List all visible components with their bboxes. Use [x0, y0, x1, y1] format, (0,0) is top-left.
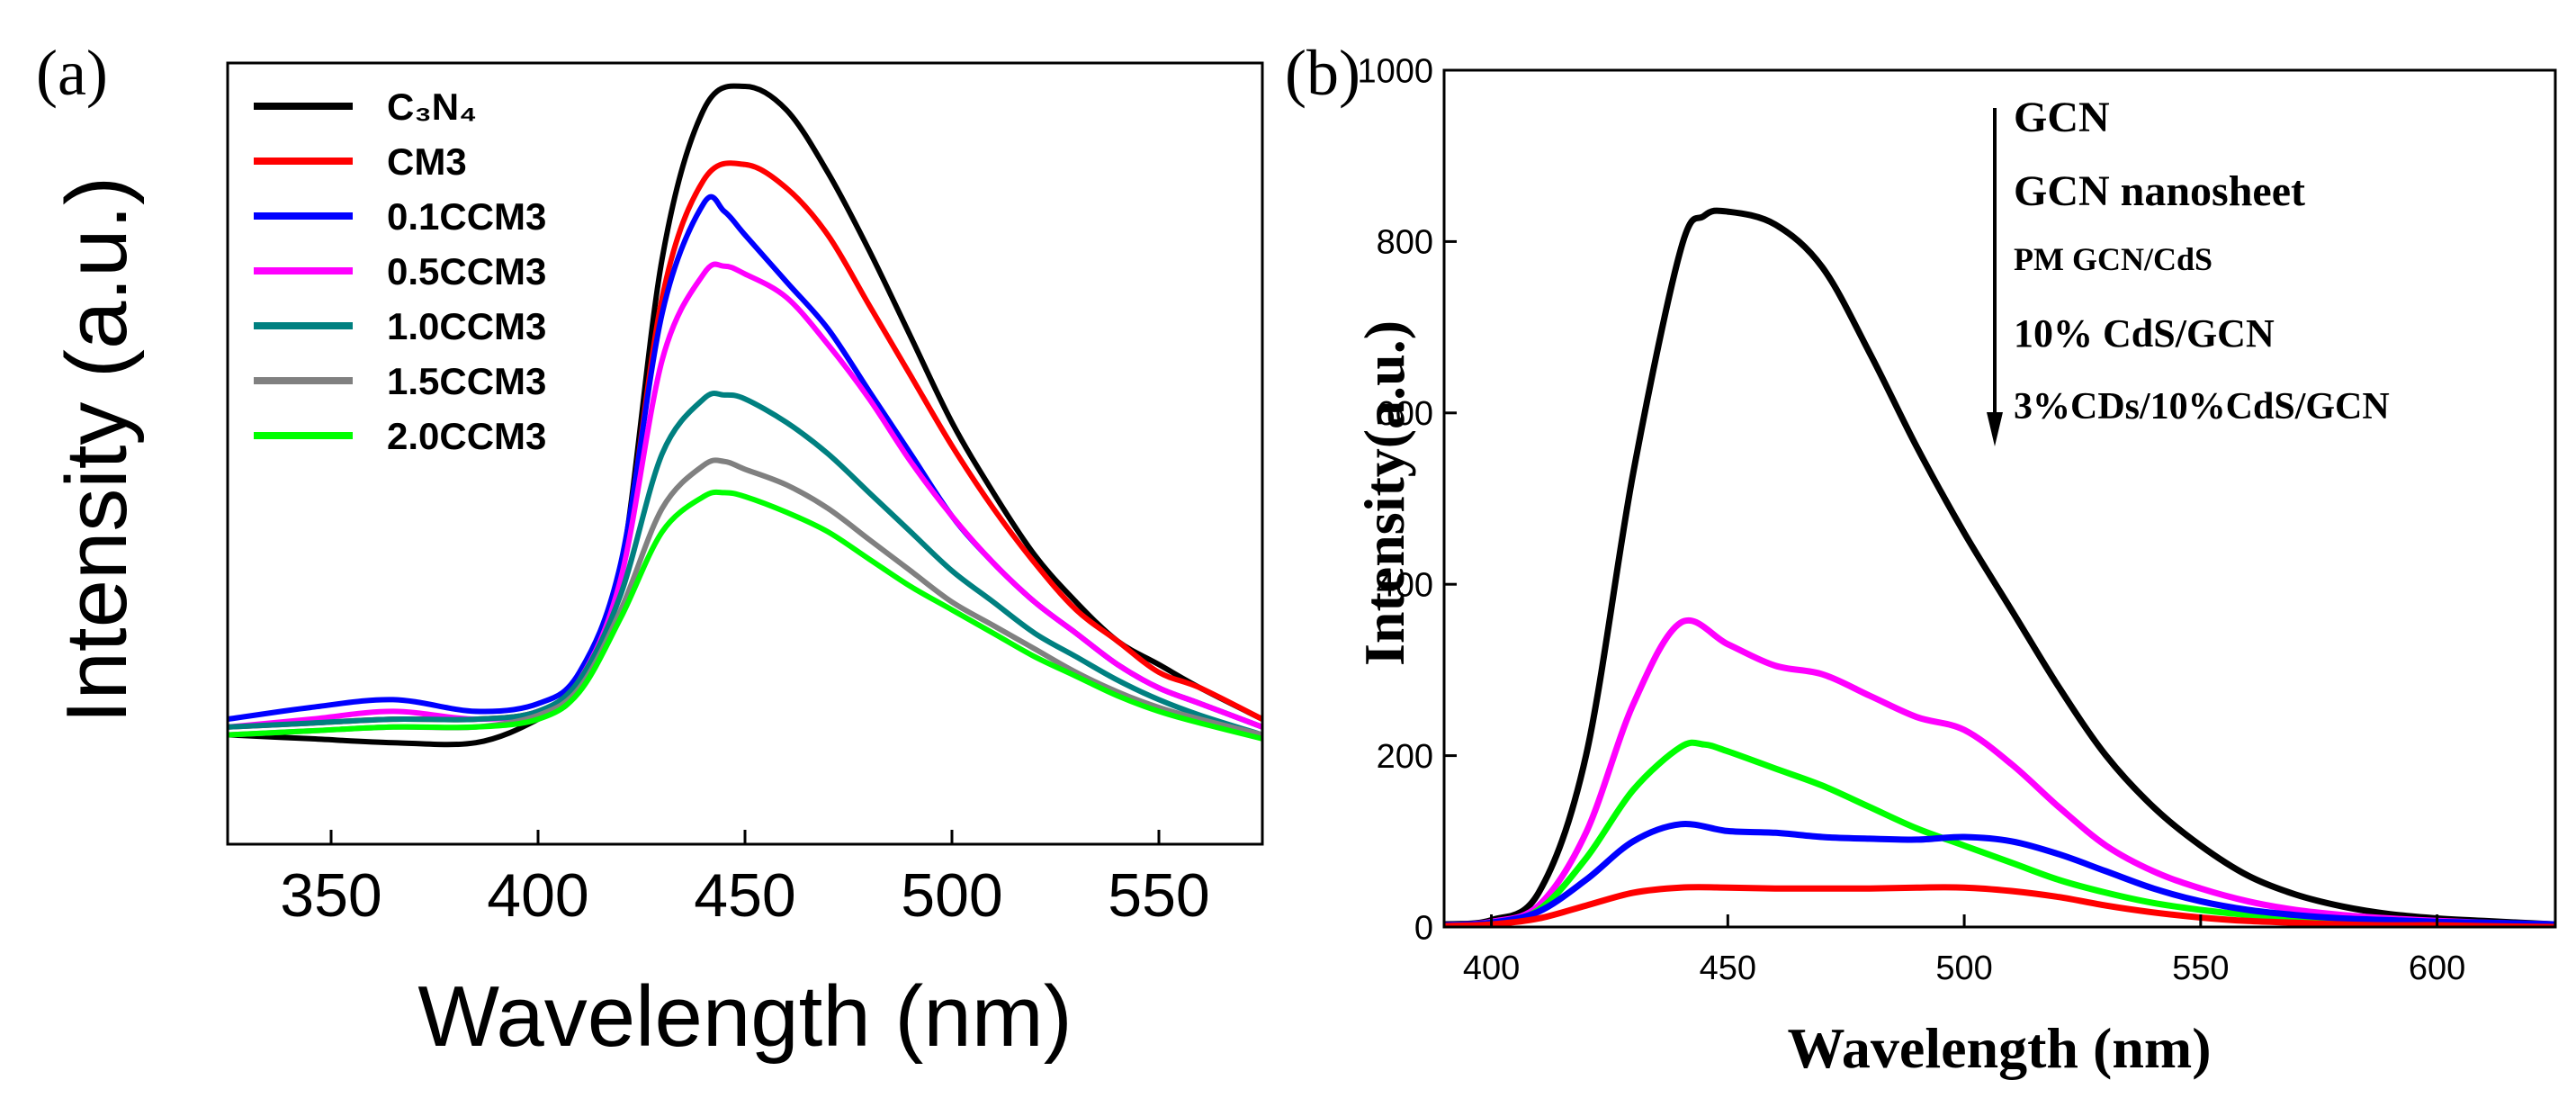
panel-a: (a) 350 400 450 500 550 C₃N₄ CM3 0.1CCM3 0.5CCM… [36, 37, 1264, 1065]
b-legend-label-gcn: GCN [2014, 94, 2110, 141]
panel-b: (b) 400 450 500 550 600 0 200 400 600 800 1000 GCN… [1285, 37, 2557, 1080]
a-legend-label-2-0ccm3: 2.0CCM3 [387, 415, 546, 457]
a-x-tick-label: 550 [1108, 861, 1209, 930]
b-legend-label-gcn-nanosheet: GCN nanosheet [2014, 167, 2305, 215]
a-series-line-2-0ccm3 [228, 489, 1262, 742]
b-legend-label-10-cds-gcn: 10% CdS/GCN [2014, 311, 2275, 356]
a-series-line-1-0ccm3 [228, 391, 1262, 738]
panel-a-label: (a) [36, 37, 108, 109]
b-x-tick-label: 600 [2409, 950, 2465, 987]
b-legend-order-arrow-head [1987, 412, 2003, 446]
panel-a-x-ticks: 350 400 450 500 550 [280, 830, 1210, 930]
a-legend-label-c-n: C₃N₄ [387, 86, 477, 128]
b-y-tick-label: 0 [1414, 909, 1433, 947]
a-legend-label-1-0ccm3: 1.0CCM3 [387, 305, 546, 347]
b-legend-label-3-cds-10-cds-gcn: 3%CDs/10%CdS/GCN [2014, 386, 2390, 428]
b-y-tick-label: 600 [1377, 395, 1433, 433]
panel-b-x-axis-title: Wavelength (nm) [1787, 1016, 2211, 1080]
b-series-line-gcn [1444, 207, 2555, 927]
b-x-tick-label: 500 [1935, 950, 1992, 987]
a-series-line-cm3 [228, 160, 1262, 730]
b-y-tick-label: 200 [1377, 738, 1433, 776]
a-x-tick-label: 350 [280, 861, 381, 930]
a-legend-label-0-1ccm3: 0.1CCM3 [387, 195, 546, 238]
b-legend-label-pm-gcn-cds: PM GCN/CdS [2014, 241, 2212, 277]
panel-b-plot-frame [1442, 68, 2557, 929]
panel-b-ticks: 400 450 500 550 600 0 200 400 600 800 1000 [1357, 52, 2465, 987]
panel-b-label: (b) [1285, 37, 1360, 109]
a-x-tick-label: 450 [694, 861, 795, 930]
a-series-line-c-n [228, 83, 1262, 748]
a-legend-label-0-5ccm3: 0.5CCM3 [387, 250, 546, 292]
b-series-line-3-cds-10-cds-gcn [1444, 884, 2555, 927]
b-y-tick-label: 1000 [1357, 52, 1433, 90]
a-x-tick-label: 500 [901, 861, 1002, 930]
b-series-line-gcn-nanosheet [1444, 617, 2555, 927]
b-x-tick-label: 400 [1463, 950, 1520, 987]
a-x-tick-label: 400 [487, 861, 588, 930]
a-legend-label-cm3: CM3 [387, 140, 467, 183]
panel-a-x-axis-title: Wavelength (nm) [417, 968, 1072, 1065]
a-legend-label-1-5ccm3: 1.5CCM3 [387, 360, 546, 402]
b-y-tick-label: 800 [1377, 224, 1433, 262]
b-y-tick-label: 400 [1377, 567, 1433, 605]
panel-a-series-lines [228, 83, 1262, 748]
panel-a-legend: C₃N₄ CM3 0.1CCM3 0.5CCM3 1.0CCM3 1.5CCM3 2.0CC… [254, 86, 546, 457]
b-x-tick-label: 450 [1700, 950, 1756, 987]
panel-a-y-axis-title: Intensity (a.u.) [49, 176, 145, 724]
panel-b-series-lines [1444, 207, 2555, 927]
panel-b-y-axis-title: Intensity(a.u.) [1352, 320, 1416, 666]
panel-b-legend: GCN GCN nanosheet PM GCN/CdS 10% CdS/GCN 3%C… [1987, 94, 2390, 446]
b-series-line-10-cds-gcn [1444, 821, 2555, 927]
b-x-tick-label: 550 [2172, 950, 2229, 987]
